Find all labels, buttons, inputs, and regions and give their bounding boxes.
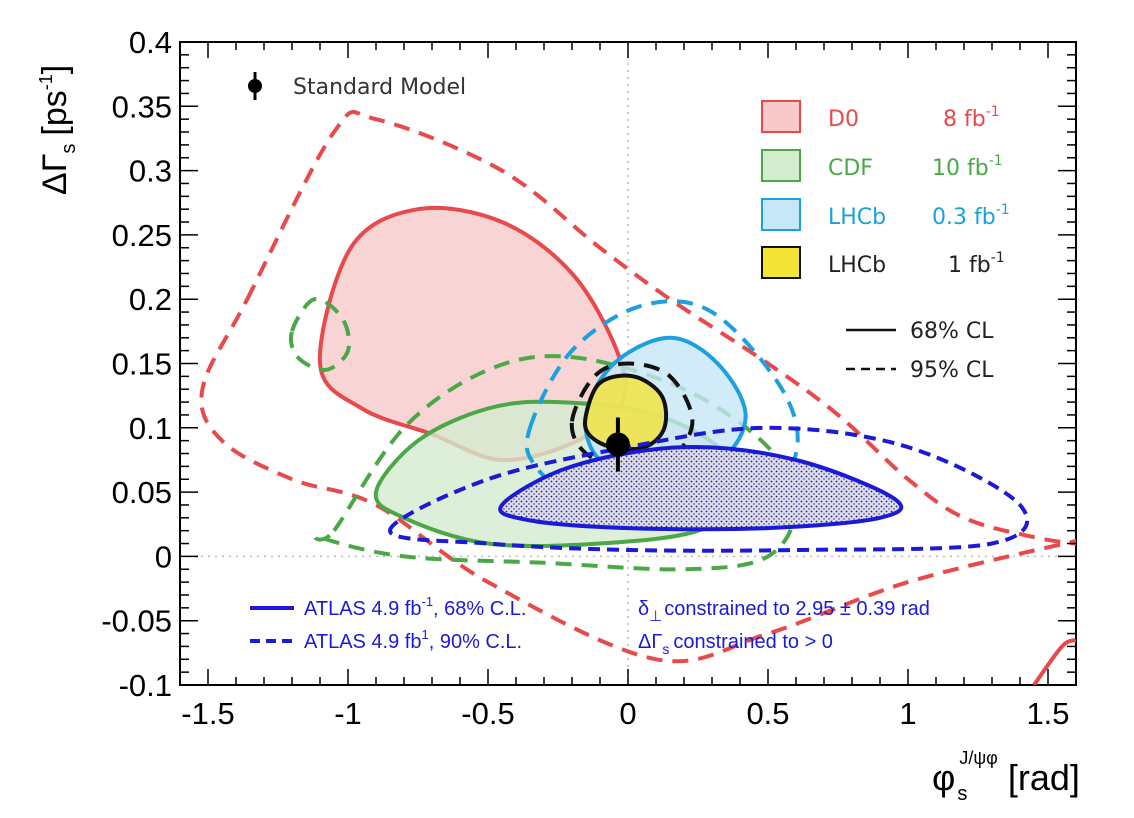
note-dgamma: ΔΓs constrained to > 0 [638,631,833,657]
legend-label-lhcb-03: LHCb [828,205,886,230]
legend-label-cdf: CDF [828,156,873,181]
legend-label-d0: D0 [828,107,859,132]
y-tick-label: 0.25 [112,218,172,253]
legend-entry-d0: D0 8 fb-1 [761,100,1000,133]
x-tick-label: 1 [899,696,916,731]
legend-lumi-cdf: 10 fb-1 [932,153,1003,181]
y-axis-title: ΔΓs[ps-1] [36,65,80,195]
y-tick-label: 0.15 [112,347,172,382]
y-tick-label: 0.4 [129,25,172,60]
contour-atlas-90-c-l- [388,425,1030,553]
legend-label-95cl: 95% CL [910,358,994,383]
experiment-legend: D0 8 fb-1 CDF 10 fb-1 LHCb 0.3 fb-1 LHCb… [761,100,1010,383]
y-tick-label: 0.2 [129,282,172,317]
contour-corner-arc [1032,638,1076,685]
legend-swatch-lhcb-1 [761,246,801,279]
legend-entry-lhcb-1: LHCb 1 fb-1 [761,246,1005,279]
legend-lumi-lhcb-03: 0.3 fb-1 [932,202,1010,230]
contour-lhcb-1-fb-1-68-cl [582,373,669,452]
legend-swatch-cdf [761,149,801,182]
legend-lumi-lhcb-1: 1 fb-1 [948,250,1005,278]
y-tick-label: 0.1 [129,411,172,446]
legend-swatch-lhcb-03 [761,198,801,231]
x-tick-label: 1.5 [1026,696,1069,731]
y-tick-label: 0.3 [129,154,172,189]
y-tick-label: 0 [155,539,172,574]
legend-standard-model: Standard Model [248,72,466,100]
y-axis: -0.1 -0.05 0 0.05 0.1 0.15 0.2 0.25 0.3 0.35 0.4 [101,25,1076,703]
legend-entry-95cl: 95% CL [846,358,994,383]
legend-entry-cdf: CDF 10 fb-1 [761,149,1003,182]
note-delta-perp: δ⊥ constrained to 2.95 ± 0.39 rad [638,598,930,625]
contour-cdf-95-cl-region-2 [288,297,352,372]
x-tick-label: -0.5 [461,696,514,731]
y-tick-label: -0.1 [119,668,172,703]
standard-model-point [605,417,630,472]
legend-lumi-d0: 8 fb-1 [943,104,1000,132]
legend-swatch-d0 [761,100,801,133]
atlas-legend-label-90: ATLAS 4.9 fb1, 90% C.L. [304,627,522,653]
y-tick-label: -0.05 [101,604,172,639]
contour-cdf-95-cl-region-1 [313,354,798,572]
x-tick-label: -1 [334,696,362,731]
standard-model-legend-marker [248,79,262,93]
x-tick-label: 0 [619,696,636,731]
atlas-legend-label-68: ATLAS 4.9 fb-1, 68% C.L. [304,594,526,620]
x-tick-label: 0.5 [746,696,789,731]
y-tick-label: 0.35 [112,89,172,124]
standard-model-label: Standard Model [293,75,466,100]
legend-entry-lhcb-03: LHCb 0.3 fb-1 [761,198,1010,231]
x-axis-title: φ sJ/ψφ [rad] [932,748,1080,805]
legend-label-lhcb-1: LHCb [828,253,886,278]
standard-model-marker [605,432,630,457]
x-tick-label: -1.5 [181,696,234,731]
legend-label-68cl: 68% CL [910,319,994,344]
svg-text:ΔΓs[ps-1]: ΔΓs[ps-1] [36,65,80,195]
zero-lines [180,42,1076,685]
legend-entry-68cl: 68% CL [846,319,994,344]
contour-lhcb-1-fb-1-95-cl [569,361,695,472]
atlas-legend: ATLAS 4.9 fb-1, 68% C.L. ATLAS 4.9 fb1, … [250,594,930,657]
y-tick-label: 0.05 [112,475,172,510]
x-axis: -1.5 -1 -0.5 0 0.5 1 1.5 [179,42,1077,731]
